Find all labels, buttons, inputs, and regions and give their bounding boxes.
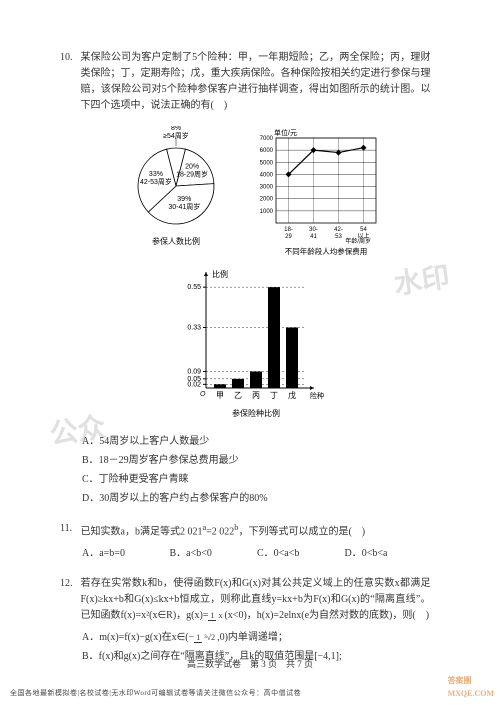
svg-text:0.05: 0.05 (187, 376, 201, 383)
svg-text:41: 41 (310, 234, 317, 240)
svg-text:6000: 6000 (259, 148, 273, 154)
q10-opt-d: D．30周岁以上的客户约占参保客户的80% (82, 491, 440, 507)
q12-opt-a-pre: A．m(x)=f(x)−g(x)在x∈(− (82, 632, 194, 643)
svg-text:4000: 4000 (259, 172, 273, 178)
q10-opt-a: A．54周岁以上客户人数最少 (82, 434, 440, 450)
q11-number: 11. (60, 521, 78, 537)
page-content: 10. 某保险公司为客户定制了5个险种：甲，一年期短险；乙，两全保险；丙，理财类… (60, 50, 440, 665)
line-chart: 1000 2000 3000 4000 5000 6000 7000 18-29 30-41 42… (244, 126, 389, 256)
q12-opt-b: B．f(x)和g(x)之间存在“隔离直线”，且k的取值范围是[−4,1]; (82, 649, 440, 665)
svg-text:53: 53 (335, 234, 342, 240)
svg-text:丙: 丙 (252, 391, 260, 400)
pie-chart: 8%≥54周岁20%18-29周岁39%30-41周岁33%42-53周岁参保人… (111, 126, 241, 256)
svg-text:乙: 乙 (234, 391, 242, 400)
q11-text-mid: =2 022 (206, 526, 234, 537)
svg-text:甲: 甲 (216, 391, 224, 400)
svg-text:30-: 30- (309, 227, 318, 233)
bar-chart: 0.020.050.090.330.55甲乙丙丁戊O比例险种参保险种比例 (170, 268, 330, 418)
q11-opt-c: C．0<a<b (257, 546, 342, 562)
svg-text:年龄/周岁: 年龄/周岁 (345, 237, 371, 245)
svg-text:18-29周岁: 18-29周岁 (176, 170, 208, 179)
svg-text:0.55: 0.55 (187, 284, 201, 291)
q10-opt-b: B．18－29周岁客户参保总费用最少 (82, 453, 440, 469)
svg-text:0.33: 0.33 (187, 325, 201, 332)
svg-text:29: 29 (285, 234, 292, 240)
q11-opt-b: B．a<b<0 (170, 546, 255, 562)
q12-opt-a-post: ,0)内单调递增； (217, 632, 288, 643)
svg-text:5000: 5000 (259, 160, 273, 166)
q10-number: 10. (60, 50, 78, 66)
q10-bar-wrap: 0.020.050.090.330.55甲乙丙丁戊O比例险种参保险种比例 (60, 268, 440, 424)
svg-text:8%: 8% (171, 126, 181, 132)
svg-text:54: 54 (360, 227, 367, 233)
q12-options: A．m(x)=f(x)−g(x)在x∈(−1³√2,0)内单调递增； B．f(x… (82, 630, 440, 665)
svg-text:丁: 丁 (270, 391, 278, 400)
bottom-note: 全国各地最新模拟卷|名校试卷|无水印Word可编辑试卷等请关注微信公众号：高中僧… (10, 688, 301, 699)
svg-text:18-: 18- (284, 227, 293, 233)
svg-text:不同年龄段人均参保费用: 不同年龄段人均参保费用 (285, 246, 368, 256)
svg-text:30-41周岁: 30-41周岁 (169, 202, 201, 211)
svg-text:42-53周岁: 42-53周岁 (140, 177, 172, 186)
q11-text-pre: 已知实数a，b满足等式2 021 (81, 526, 203, 537)
q11-opt-a: A．a=b=0 (82, 546, 167, 562)
svg-text:单位/元: 单位/元 (274, 128, 297, 137)
svg-text:0.09: 0.09 (187, 369, 201, 376)
svg-text:33%: 33% (149, 171, 163, 178)
q10-options: A．54周岁以上客户人数最少 B．18－29周岁客户参保总费用最少 C．丁险种更… (82, 434, 440, 507)
svg-text:2000: 2000 (259, 197, 273, 203)
q11-options: A．a=b=0 B．a<b<0 C．0<a<b D．0<b<a (82, 546, 440, 562)
svg-text:参保人数比例: 参保人数比例 (152, 236, 200, 246)
q10-opt-c: C．丁险种更受客户青睐 (82, 472, 440, 488)
svg-text:42-: 42- (334, 227, 343, 233)
q12-text: 若存在实常数k和b，使得函数F(x)和G(x)对其公共定义域上的任意实数x都满足… (81, 576, 431, 624)
q11-opt-d: D．0<b<a (345, 546, 430, 562)
svg-text:7000: 7000 (259, 136, 273, 142)
q10-text: 某保险公司为客户定制了5个险种：甲，一年期短险；乙，两全保险；丙，理财类保险；丁… (81, 50, 431, 114)
q11-text-post: ，下列等式可以成立的是( ) (238, 526, 365, 537)
q11-text: 已知实数a，b满足等式2 021a=2 022b，下列等式可以成立的是( ) (81, 521, 431, 540)
q12-text-2: (x<0)，h(x)=2elnx(e为自然对数的底数)，则( ) (224, 610, 429, 621)
question-12: 12. 若存在实常数k和b，使得函数F(x)和G(x)对其公共定义域上的任意实数… (60, 576, 440, 665)
q10-charts-top: 8%≥54周岁20%18-29周岁39%30-41周岁33%42-53周岁参保人… (60, 126, 440, 262)
svg-text:39%: 39% (178, 196, 192, 203)
q12-number: 12. (60, 576, 78, 592)
svg-text:1000: 1000 (259, 209, 273, 215)
q12-opt-a: A．m(x)=f(x)−g(x)在x∈(−1³√2,0)内单调递增； (82, 630, 440, 646)
q12-frac-1: 1x (208, 612, 224, 620)
corner-logo: 答案圈MXQE.COM (448, 675, 494, 701)
svg-text:比例: 比例 (212, 269, 228, 279)
svg-text:险种: 险种 (310, 391, 324, 400)
svg-text:20%: 20% (185, 164, 199, 171)
svg-text:参保险种比例: 参保险种比例 (232, 408, 280, 418)
svg-text:戊: 戊 (288, 390, 296, 400)
question-10: 10. 某保险公司为客户定制了5个险种：甲，一年期短险；乙，两全保险；丙，理财类… (60, 50, 440, 507)
svg-text:O: O (200, 391, 206, 398)
q12-opt-a-frac: 1³√2 (194, 634, 217, 642)
question-11: 11. 已知实数a，b满足等式2 021a=2 022b，下列等式可以成立的是(… (60, 521, 440, 562)
svg-text:3000: 3000 (259, 185, 273, 191)
